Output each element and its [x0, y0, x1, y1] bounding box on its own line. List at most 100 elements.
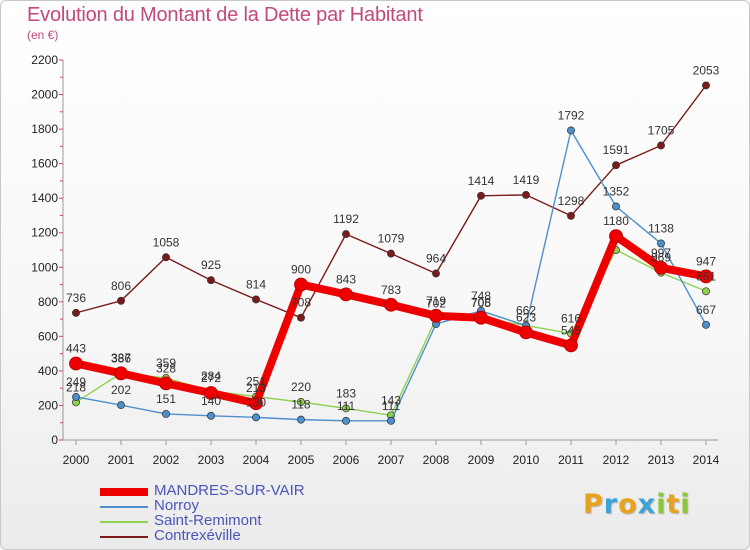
- chart-subtitle: (en €): [27, 28, 59, 42]
- y-tick-label: 1800: [31, 122, 58, 136]
- logo-letter: i: [680, 489, 691, 520]
- data-label: 111: [382, 399, 401, 413]
- data-point: [609, 229, 623, 244]
- legend-label: Norroy: [154, 497, 200, 514]
- x-tick-label: 2000: [63, 453, 90, 467]
- data-point: [162, 253, 170, 262]
- logo-letter: t: [666, 489, 681, 520]
- data-point: [207, 276, 215, 285]
- data-label: 997: [651, 246, 671, 260]
- data-label: 623: [516, 310, 536, 324]
- data-label: 1138: [648, 221, 674, 235]
- data-label: 548: [561, 323, 581, 337]
- data-point: [702, 81, 710, 90]
- x-tick-label: 2003: [198, 453, 225, 467]
- data-point: [339, 287, 353, 302]
- data-label: 843: [336, 272, 356, 286]
- x-tick-label: 2006: [333, 453, 360, 467]
- data-label: 1298: [558, 194, 585, 208]
- data-label: 1414: [468, 174, 495, 188]
- logo-letter: x: [637, 489, 657, 520]
- data-label: 1352: [603, 184, 630, 198]
- data-point: [297, 313, 305, 322]
- data-point: [699, 269, 713, 284]
- data-label: 969: [651, 251, 671, 265]
- x-tick-label: 2014: [693, 453, 720, 467]
- data-point: [72, 393, 80, 401]
- data-point: [657, 141, 665, 150]
- data-label: 861: [696, 269, 716, 283]
- legend-label: Saint-Remimont: [154, 512, 262, 529]
- x-tick-label: 2008: [423, 453, 450, 467]
- data-point: [567, 211, 575, 220]
- data-label: 806: [111, 279, 131, 293]
- data-point: [654, 260, 668, 275]
- x-tick-label: 2004: [243, 453, 270, 467]
- y-tick-label: 2000: [31, 88, 58, 102]
- data-label: 118: [291, 398, 310, 412]
- data-point: [477, 191, 485, 200]
- data-label: 251: [246, 375, 266, 389]
- y-tick-label: 2200: [31, 53, 58, 67]
- data-label: 708: [471, 296, 491, 310]
- y-tick-label: 800: [38, 295, 58, 309]
- x-tick-label: 2007: [378, 453, 405, 467]
- data-label: 151: [156, 392, 176, 406]
- x-tick-label: 2009: [468, 453, 495, 467]
- data-label: 616: [561, 312, 581, 326]
- y-tick-label: 1400: [31, 191, 58, 205]
- x-tick-label: 2010: [513, 453, 540, 467]
- data-point: [117, 296, 125, 305]
- data-point: [159, 376, 173, 391]
- data-point: [114, 366, 128, 381]
- x-tick-label: 2001: [108, 453, 135, 467]
- data-label: 218: [66, 380, 86, 394]
- data-label: 925: [201, 258, 221, 272]
- data-point: [384, 297, 398, 312]
- y-tick-label: 1000: [31, 260, 58, 274]
- y-tick-label: 600: [38, 329, 58, 343]
- data-label: 900: [291, 263, 311, 277]
- data-labels-layer: 443 386 328 272 213 900 843 783 719 708 623 548 1180…: [66, 63, 720, 412]
- data-point: [612, 202, 620, 211]
- data-label: 667: [696, 303, 716, 317]
- data-label: 964: [426, 251, 446, 265]
- data-point: [204, 386, 218, 400]
- y-tick-label: 200: [38, 398, 58, 412]
- data-label: 814: [246, 277, 266, 291]
- data-label: 143: [381, 393, 401, 407]
- data-label: 443: [66, 341, 86, 355]
- data-label: 783: [381, 283, 401, 297]
- data-point: [342, 404, 350, 413]
- data-label: 708: [291, 296, 311, 310]
- proxiti-logo: Proxiti: [583, 489, 691, 520]
- data-label: 111: [337, 399, 356, 413]
- data-label: 2053: [693, 63, 720, 77]
- logo-letter: o: [618, 489, 638, 520]
- y-tick-label: 400: [38, 364, 58, 378]
- data-point: [249, 396, 263, 411]
- logo-letter: P: [583, 489, 604, 520]
- data-label: 1792: [558, 108, 585, 122]
- data-point: [612, 161, 620, 170]
- legend-label: MANDRES-SUR-VAIR: [154, 482, 305, 499]
- data-point: [519, 325, 533, 340]
- data-point: [72, 308, 80, 317]
- data-label: 213: [246, 381, 266, 395]
- data-point: [297, 398, 305, 406]
- data-label: 705: [471, 296, 491, 310]
- data-label: 220: [291, 380, 311, 394]
- data-point: [702, 287, 710, 296]
- data-point: [252, 295, 260, 304]
- x-tick-label: 2013: [648, 453, 675, 467]
- data-label: 284: [201, 369, 221, 383]
- x-tick-label: 2011: [558, 453, 584, 467]
- data-label: 386: [111, 351, 131, 365]
- data-point: [297, 415, 305, 424]
- data-label: 1058: [153, 235, 180, 249]
- data-point: [387, 416, 395, 425]
- data-label: 719: [426, 294, 446, 308]
- data-label: 1079: [378, 232, 405, 246]
